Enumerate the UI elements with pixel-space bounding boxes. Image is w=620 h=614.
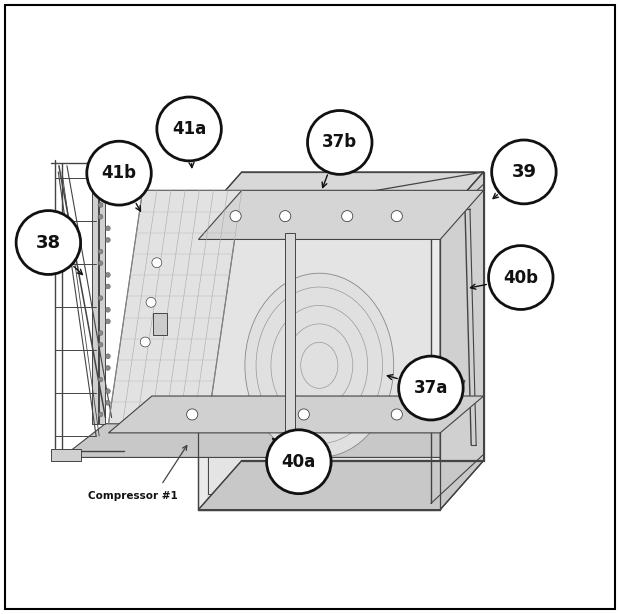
Circle shape	[105, 284, 110, 289]
Circle shape	[391, 211, 402, 222]
Polygon shape	[198, 172, 484, 221]
Circle shape	[411, 383, 426, 397]
Polygon shape	[198, 460, 484, 510]
Circle shape	[98, 261, 103, 266]
Circle shape	[298, 409, 309, 420]
Polygon shape	[92, 184, 98, 424]
Text: 41a: 41a	[172, 120, 206, 138]
Polygon shape	[108, 396, 484, 433]
Circle shape	[146, 297, 156, 307]
Circle shape	[98, 330, 103, 335]
Polygon shape	[440, 172, 484, 510]
Circle shape	[105, 365, 110, 370]
Polygon shape	[108, 190, 242, 424]
Polygon shape	[99, 184, 105, 424]
Circle shape	[98, 249, 103, 254]
Text: Compressor #1: Compressor #1	[89, 491, 178, 501]
Circle shape	[105, 226, 110, 231]
Circle shape	[105, 307, 110, 312]
Circle shape	[98, 203, 103, 208]
Text: 38: 38	[36, 233, 61, 252]
Circle shape	[187, 409, 198, 420]
Circle shape	[492, 140, 556, 204]
Circle shape	[308, 111, 372, 174]
Ellipse shape	[245, 273, 394, 457]
Text: 37a: 37a	[414, 379, 448, 397]
Circle shape	[16, 211, 81, 274]
Polygon shape	[208, 230, 431, 494]
Text: 39: 39	[512, 163, 536, 181]
Text: eReplacementParts.com: eReplacementParts.com	[246, 302, 374, 312]
Circle shape	[105, 400, 110, 405]
Polygon shape	[420, 371, 465, 411]
Polygon shape	[62, 424, 484, 457]
Circle shape	[98, 412, 103, 417]
Circle shape	[98, 214, 103, 219]
Text: 37b: 37b	[322, 133, 357, 152]
Circle shape	[489, 246, 553, 309]
Circle shape	[105, 273, 110, 278]
Circle shape	[98, 342, 103, 347]
Polygon shape	[153, 313, 167, 335]
Circle shape	[105, 238, 110, 243]
Circle shape	[399, 356, 463, 420]
Circle shape	[230, 211, 241, 222]
Circle shape	[267, 430, 331, 494]
Circle shape	[157, 97, 221, 161]
Circle shape	[105, 354, 110, 359]
Circle shape	[342, 211, 353, 222]
Text: 40b: 40b	[503, 268, 538, 287]
Text: 41b: 41b	[102, 164, 136, 182]
Polygon shape	[198, 190, 484, 239]
Circle shape	[105, 191, 110, 196]
Circle shape	[105, 389, 110, 394]
Text: 40a: 40a	[281, 453, 316, 471]
Circle shape	[105, 319, 110, 324]
Circle shape	[98, 377, 103, 382]
Circle shape	[140, 337, 150, 347]
Polygon shape	[51, 449, 81, 460]
Circle shape	[391, 409, 402, 420]
Circle shape	[152, 258, 162, 268]
Polygon shape	[285, 233, 294, 433]
Polygon shape	[198, 221, 440, 510]
Circle shape	[280, 211, 291, 222]
Circle shape	[98, 296, 103, 301]
Circle shape	[87, 141, 151, 205]
